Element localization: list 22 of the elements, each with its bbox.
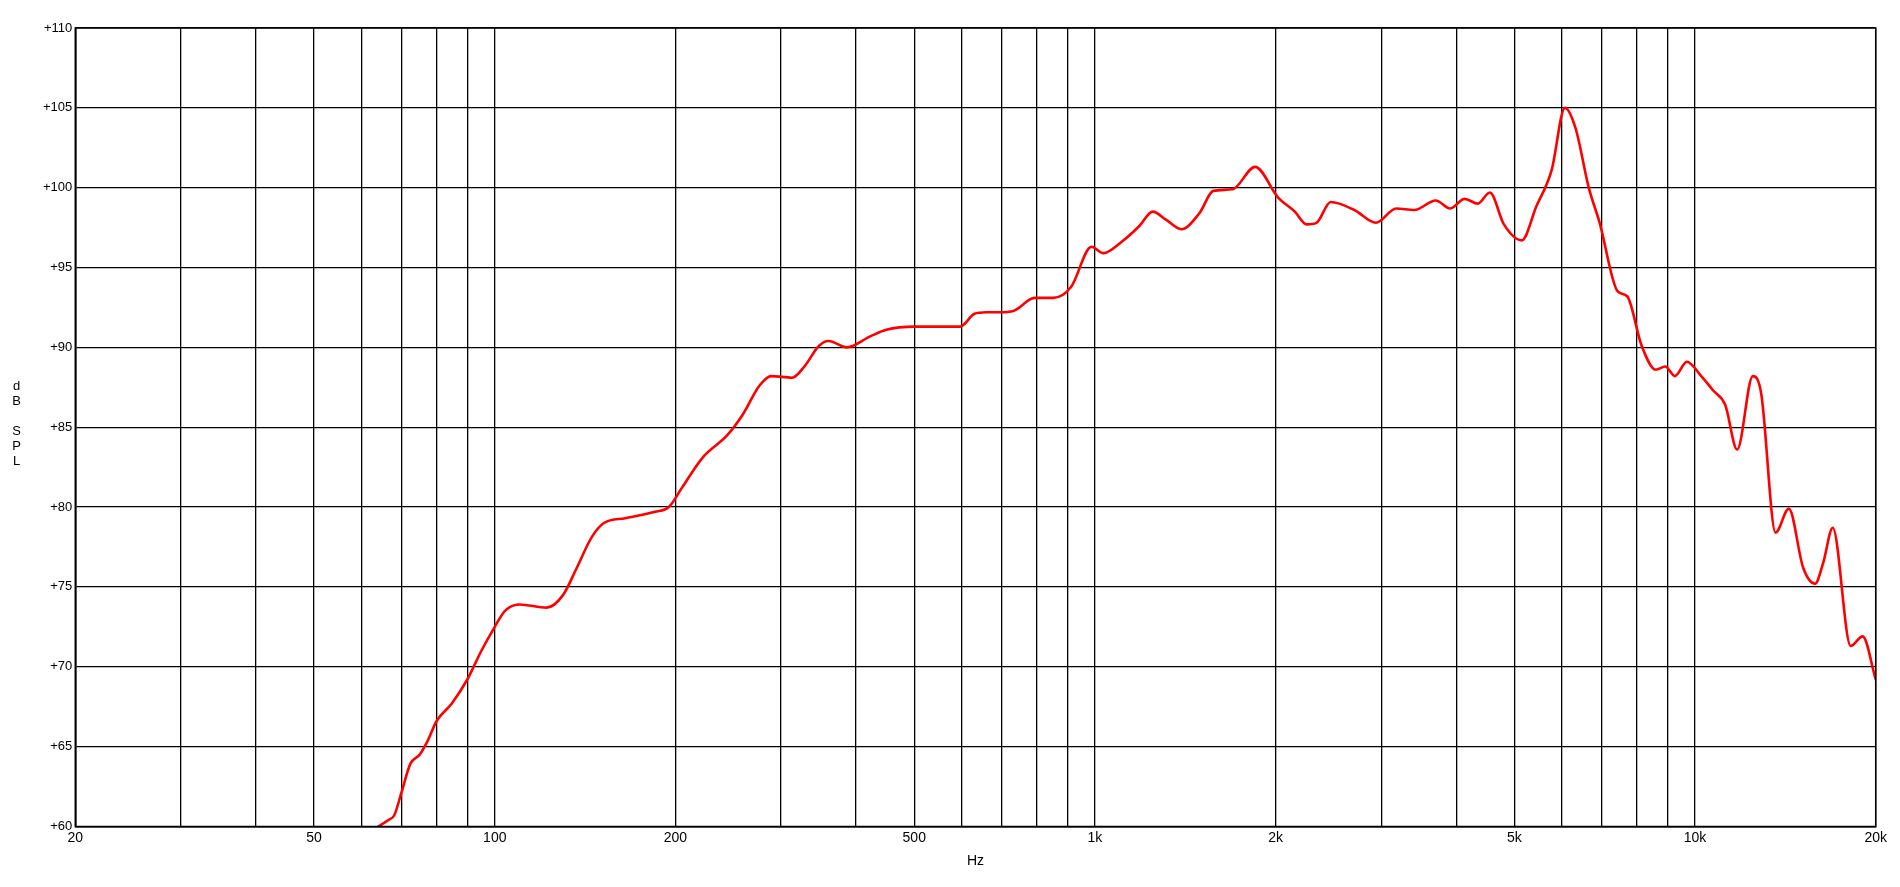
x-tick-label: 500: [902, 828, 927, 845]
x-tick-label: 100: [483, 828, 507, 845]
y-tick-label: +60: [50, 817, 73, 833]
y-tick-label: +70: [50, 658, 73, 674]
x-tick-label: 1k: [1087, 828, 1104, 845]
y-axis-title: dB SPL: [9, 378, 24, 468]
x-tick-label: 200: [663, 828, 688, 845]
x-tick-label: 50: [306, 828, 323, 845]
y-tick-label: +65: [50, 738, 73, 754]
y-tick-label: +110: [43, 19, 73, 35]
y-tick-label: +95: [50, 259, 73, 275]
x-tick-label: 10k: [1683, 828, 1708, 845]
y-tick-label: +100: [42, 179, 73, 195]
y-tick-label: +80: [50, 498, 73, 514]
x-tick-label: 20k: [1864, 828, 1888, 845]
y-tick-label: +85: [50, 418, 73, 434]
y-tick-label: +105: [42, 99, 73, 115]
x-tick-label: 5k: [1506, 828, 1523, 845]
y-tick-label: +75: [50, 578, 73, 594]
y-tick-label: +90: [50, 338, 73, 354]
x-tick-label: 2k: [1268, 828, 1284, 845]
x-axis-title: Hz: [966, 852, 985, 869]
